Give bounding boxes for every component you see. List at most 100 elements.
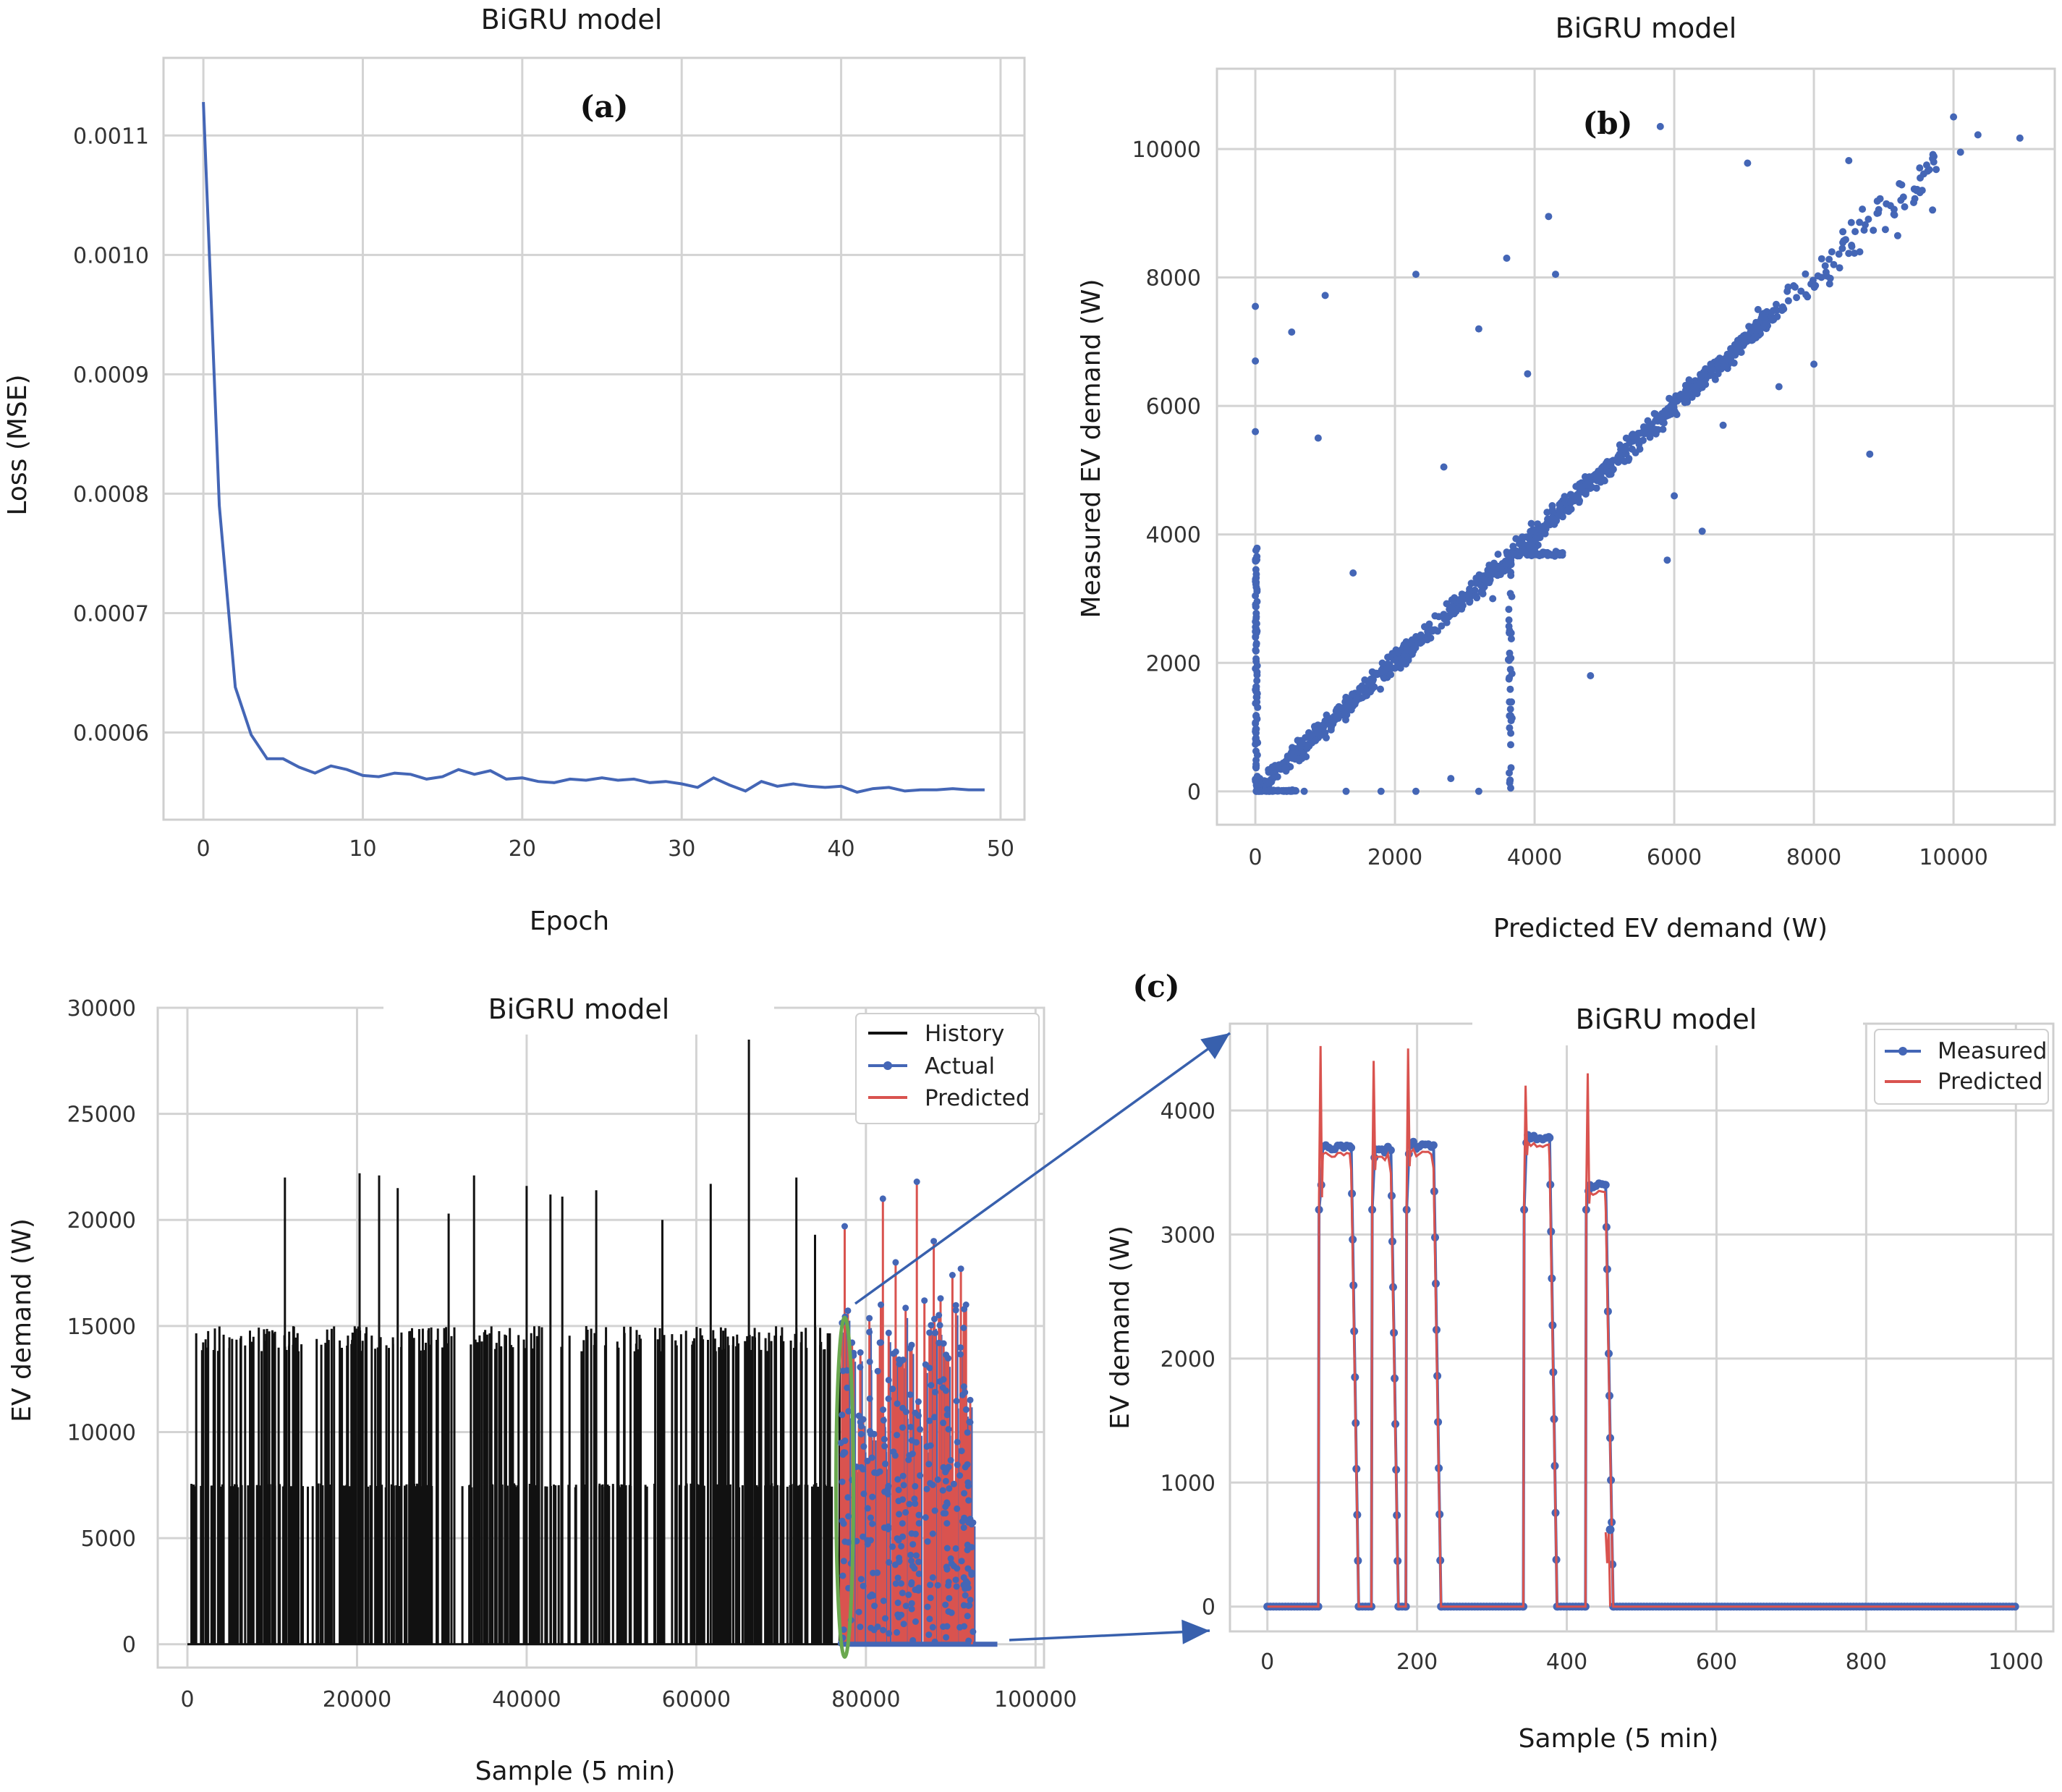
scatter-point <box>1504 655 1512 663</box>
pc-xtick-label: 100000 <box>994 1687 1077 1712</box>
scatter-point <box>1707 371 1715 379</box>
scatter-point <box>1507 784 1514 792</box>
actual-point <box>962 1592 969 1599</box>
pa-ytick-label: 0.0007 <box>73 601 149 627</box>
actual-point <box>940 1419 947 1427</box>
actual-point <box>908 1530 915 1537</box>
scatter-point <box>1608 458 1615 466</box>
scatter-point <box>1522 550 1529 557</box>
measured-point <box>1347 1143 1356 1152</box>
actual-point <box>945 1464 952 1471</box>
scatter-point <box>1507 764 1515 772</box>
actual-point <box>894 1628 901 1636</box>
scatter-point <box>1252 603 1260 611</box>
scatter-point <box>1873 198 1881 205</box>
scatter-point <box>1367 675 1375 683</box>
actual-point <box>892 1259 899 1266</box>
scatter-point <box>1543 509 1551 517</box>
scatter-point <box>1784 297 1792 305</box>
actual-point <box>874 1367 881 1375</box>
legend-predicted-label: Predicted <box>925 1085 1030 1111</box>
scatter-point <box>1950 113 1958 121</box>
actual-point <box>917 1472 924 1479</box>
pa-xtick-label: 0 <box>197 836 211 862</box>
legend-history-label: History <box>925 1021 1004 1047</box>
legend-actual-label: Actual <box>925 1053 995 1079</box>
actual-point <box>954 1505 961 1512</box>
scatter-point <box>1656 122 1664 130</box>
scatter-point <box>1587 477 1595 485</box>
actual-point <box>967 1419 974 1426</box>
actual-point <box>958 1448 965 1455</box>
actual-point <box>927 1479 934 1487</box>
pa-xtick-label: 50 <box>987 836 1014 862</box>
scatter-point <box>1349 569 1357 577</box>
scatter-point <box>1830 260 1838 268</box>
scatter-point <box>1507 572 1515 579</box>
actual-point <box>866 1395 873 1402</box>
scatter-point <box>1506 649 1514 657</box>
scatter-point <box>1810 360 1818 368</box>
actual-point <box>953 1583 960 1590</box>
scatter-point <box>1804 293 1812 301</box>
scatter-point <box>1252 428 1260 436</box>
actual-point <box>934 1476 941 1483</box>
scatter-point <box>1642 430 1650 437</box>
scatter-point <box>1253 715 1261 723</box>
actual-point <box>931 1414 938 1421</box>
scatter-point <box>1342 787 1350 795</box>
scatter-point <box>1527 519 1535 527</box>
scatter-point <box>1507 741 1514 749</box>
scatter-point <box>1467 579 1475 587</box>
scatter-point <box>1252 658 1260 666</box>
scatter-point <box>1845 250 1853 258</box>
pd-xtick-label: 1000 <box>1988 1649 2043 1675</box>
scatter-point <box>1270 774 1278 782</box>
actual-point <box>940 1510 947 1517</box>
scatter-point <box>1447 775 1455 783</box>
actual-point <box>864 1458 871 1464</box>
scatter-point <box>1556 550 1564 558</box>
actual-point <box>964 1613 971 1620</box>
actual-point <box>946 1485 953 1492</box>
scatter-point <box>1910 199 1917 206</box>
scatter-point <box>1253 671 1261 679</box>
panel-c-zoom-grid <box>1229 1022 2055 1633</box>
scatter-point <box>1754 305 1762 313</box>
actual-point <box>874 1623 881 1631</box>
actual-point <box>965 1497 972 1504</box>
scatter-point <box>1527 550 1535 558</box>
scatter-point <box>1812 281 1820 289</box>
actual-point <box>930 1238 938 1245</box>
scatter-point <box>1289 755 1297 762</box>
scatter-point <box>1378 659 1386 667</box>
actual-point <box>931 1507 938 1514</box>
actual-point <box>857 1430 865 1438</box>
panel-c-zoom-legend-box <box>1874 1029 2049 1105</box>
pa-xtick-label: 20 <box>509 836 536 862</box>
scatter-point <box>1864 216 1872 223</box>
pc-ytick-label: 15000 <box>67 1315 136 1340</box>
scatter-point <box>1625 454 1633 462</box>
actual-point <box>927 1594 934 1602</box>
actual-point <box>890 1448 897 1456</box>
actual-point <box>932 1388 938 1396</box>
actual-point <box>867 1427 873 1435</box>
scatter-point <box>1312 728 1320 736</box>
scatter-point <box>1434 627 1441 635</box>
scatter-point <box>1682 396 1690 404</box>
actual-point <box>913 1552 920 1559</box>
actual-point <box>879 1195 886 1202</box>
actual-point <box>882 1460 888 1467</box>
actual-point <box>876 1468 883 1475</box>
actual-point <box>931 1638 938 1645</box>
actual-point <box>906 1452 913 1459</box>
scatter-point <box>1773 300 1780 308</box>
scatter-point <box>1667 402 1675 409</box>
actual-point <box>881 1524 888 1532</box>
actual-point <box>894 1574 901 1581</box>
panel-c-zoom-ticks: 0 200 400 600 800 1000 0 1000 2000 3000 4000 <box>1161 1099 2044 1675</box>
pc-xtick-label: 60000 <box>662 1687 731 1712</box>
scatter-point <box>1790 282 1798 289</box>
scatter-point <box>1367 688 1374 696</box>
